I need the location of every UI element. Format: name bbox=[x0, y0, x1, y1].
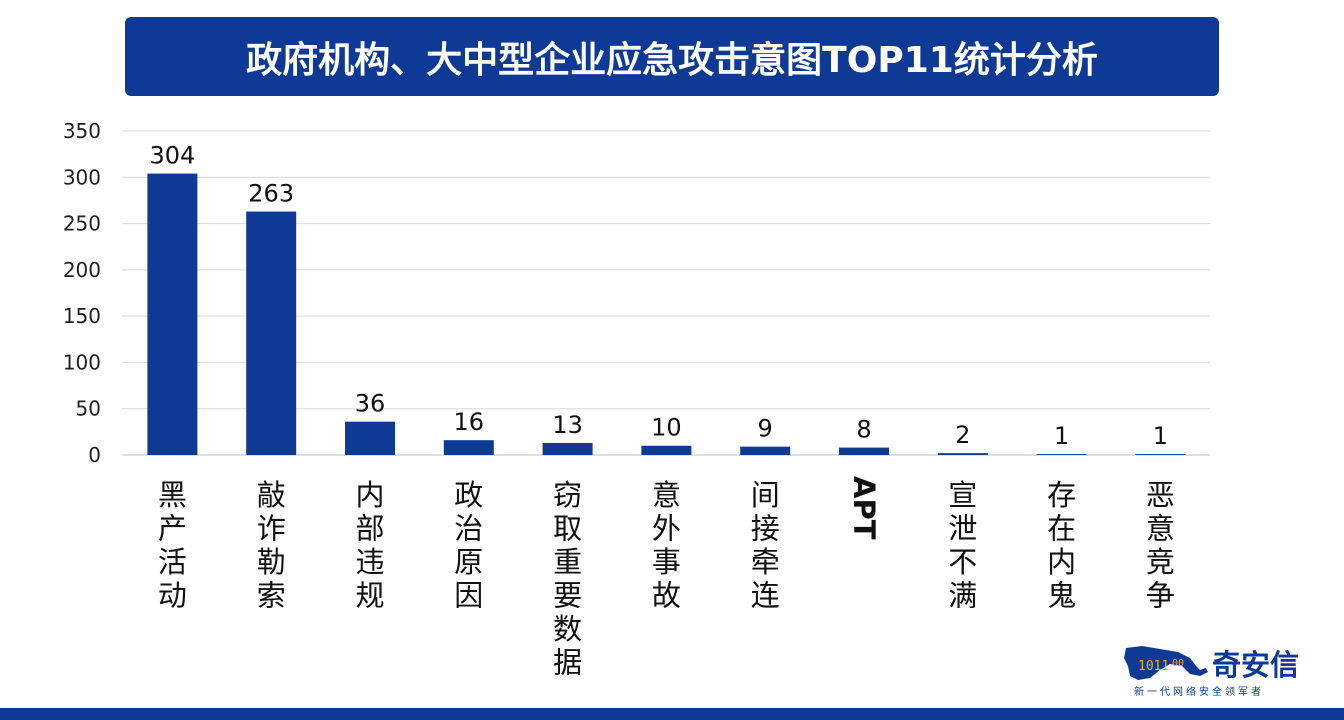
category-label-char: 诈 bbox=[257, 512, 286, 546]
bar bbox=[937, 453, 988, 455]
bars bbox=[147, 173, 1186, 455]
y-axis-ticks: 0 50 100 150 200 250 300 350 bbox=[63, 119, 101, 467]
category-label-char: 牵 bbox=[751, 545, 780, 579]
data-label: 1 bbox=[1054, 422, 1069, 450]
category-label-char: 动 bbox=[158, 579, 187, 613]
category-label: 间接牵连 bbox=[751, 478, 780, 613]
category-label-char: 不 bbox=[948, 545, 977, 579]
data-label: 1 bbox=[1153, 422, 1168, 450]
category-label: 恶意竞争 bbox=[1146, 478, 1175, 613]
y-tick-label: 200 bbox=[63, 258, 101, 282]
data-label: 13 bbox=[552, 411, 583, 439]
category-label-char: 接 bbox=[751, 512, 780, 546]
category-label-char: 泄 bbox=[948, 512, 977, 546]
category-label-char: 勒 bbox=[257, 545, 286, 579]
category-label-char: 因 bbox=[454, 579, 483, 613]
category-label-char: 意 bbox=[652, 478, 681, 512]
category-label-char: 治 bbox=[454, 512, 483, 546]
title-banner: 政府机构、大中型企业应急攻击意图TOP11统计分析 bbox=[125, 17, 1219, 96]
y-tick-label: 0 bbox=[88, 443, 101, 467]
category-label-char: 满 bbox=[948, 579, 977, 613]
tiger-logo-icon: 1011 00 bbox=[1124, 646, 1208, 680]
bar bbox=[246, 211, 297, 455]
category-label-char: 连 bbox=[751, 579, 780, 613]
category-label-char: 内 bbox=[355, 478, 384, 512]
category-label-char: 在 bbox=[1047, 512, 1076, 546]
logo-name: 奇安信 bbox=[1212, 648, 1300, 682]
category-label-char: 竞 bbox=[1146, 545, 1175, 579]
category-label-char: 重 bbox=[553, 545, 582, 579]
data-label: 9 bbox=[758, 415, 773, 443]
category-label-char: 部 bbox=[355, 512, 384, 546]
bar bbox=[443, 440, 494, 455]
category-label-char: 外 bbox=[652, 512, 681, 546]
category-label: 窃取重要数据 bbox=[553, 478, 582, 680]
category-label-char: 宣 bbox=[948, 478, 977, 512]
bar bbox=[345, 421, 395, 455]
category-label-char: 违 bbox=[355, 545, 384, 579]
y-tick-label: 350 bbox=[63, 119, 101, 143]
category-label-char: 事 bbox=[652, 545, 681, 579]
category-label: 黑产活动 bbox=[158, 478, 187, 613]
data-label: 2 bbox=[955, 421, 970, 449]
data-label: 263 bbox=[248, 180, 294, 208]
data-label: 304 bbox=[149, 142, 195, 170]
bar bbox=[1135, 454, 1186, 455]
data-label: 10 bbox=[651, 414, 682, 442]
y-tick-label: 50 bbox=[76, 397, 101, 421]
svg-text:1011: 1011 bbox=[1138, 659, 1169, 674]
category-label-char: 政 bbox=[454, 478, 483, 512]
category-label-char: 数 bbox=[553, 612, 582, 646]
category-label-char: 要 bbox=[553, 579, 582, 613]
category-label-char: 据 bbox=[553, 646, 582, 680]
y-tick-label: 150 bbox=[63, 304, 101, 328]
data-labels: 304 263 36 16 13 10 9 8 2 1 1 bbox=[149, 142, 1168, 450]
page-title: 政府机构、大中型企业应急攻击意图TOP11统计分析 bbox=[246, 39, 1098, 81]
svg-text:00: 00 bbox=[1172, 658, 1184, 669]
category-label: 意外事故 bbox=[652, 478, 681, 613]
data-label: 8 bbox=[856, 416, 871, 444]
category-label-char: 产 bbox=[158, 512, 187, 546]
category-label-char: 内 bbox=[1047, 545, 1076, 579]
category-label-char: 取 bbox=[553, 512, 582, 546]
y-tick-label: 100 bbox=[63, 350, 101, 374]
category-label-char: 黑 bbox=[158, 478, 187, 512]
data-label: 36 bbox=[355, 390, 386, 418]
category-label-char: 争 bbox=[1146, 579, 1175, 613]
qianxin-logo: 1011 00 奇安信 新一代网络安全领军者 bbox=[1120, 640, 1310, 700]
category-label-char: 鬼 bbox=[1047, 579, 1076, 613]
category-label-char: 索 bbox=[257, 579, 286, 613]
category-label-char: 间 bbox=[751, 478, 780, 512]
category-label-char: 敲 bbox=[257, 478, 286, 512]
bottom-bar bbox=[0, 708, 1344, 720]
bar bbox=[839, 447, 889, 455]
category-label-char: 活 bbox=[158, 545, 187, 579]
category-label: 存在内鬼 bbox=[1047, 478, 1076, 613]
bar bbox=[147, 173, 198, 455]
bar bbox=[641, 445, 692, 455]
category-label-char: 故 bbox=[652, 579, 681, 613]
y-tick-label: 300 bbox=[63, 165, 101, 189]
logo-tagline: 新一代网络安全领军者 bbox=[1134, 687, 1264, 698]
category-label: 敲诈勒索 bbox=[257, 478, 286, 613]
y-tick-label: 250 bbox=[63, 212, 101, 236]
gridlines bbox=[122, 130, 1210, 456]
category-label-char: 意 bbox=[1146, 512, 1175, 546]
bar bbox=[740, 446, 791, 455]
category-label: 宣泄不满 bbox=[948, 478, 977, 613]
category-label: APT bbox=[847, 476, 881, 540]
category-label-char: 原 bbox=[454, 545, 483, 579]
data-label: 16 bbox=[454, 408, 485, 436]
bar bbox=[542, 442, 593, 455]
category-label: 政治原因 bbox=[454, 478, 483, 613]
category-label-char: 规 bbox=[355, 579, 384, 613]
category-label-char: 窃 bbox=[553, 478, 582, 512]
category-label-char: 恶 bbox=[1146, 478, 1175, 512]
category-label: 内部违规 bbox=[355, 478, 384, 613]
bar bbox=[1036, 454, 1087, 455]
category-label-char: 存 bbox=[1047, 478, 1076, 512]
